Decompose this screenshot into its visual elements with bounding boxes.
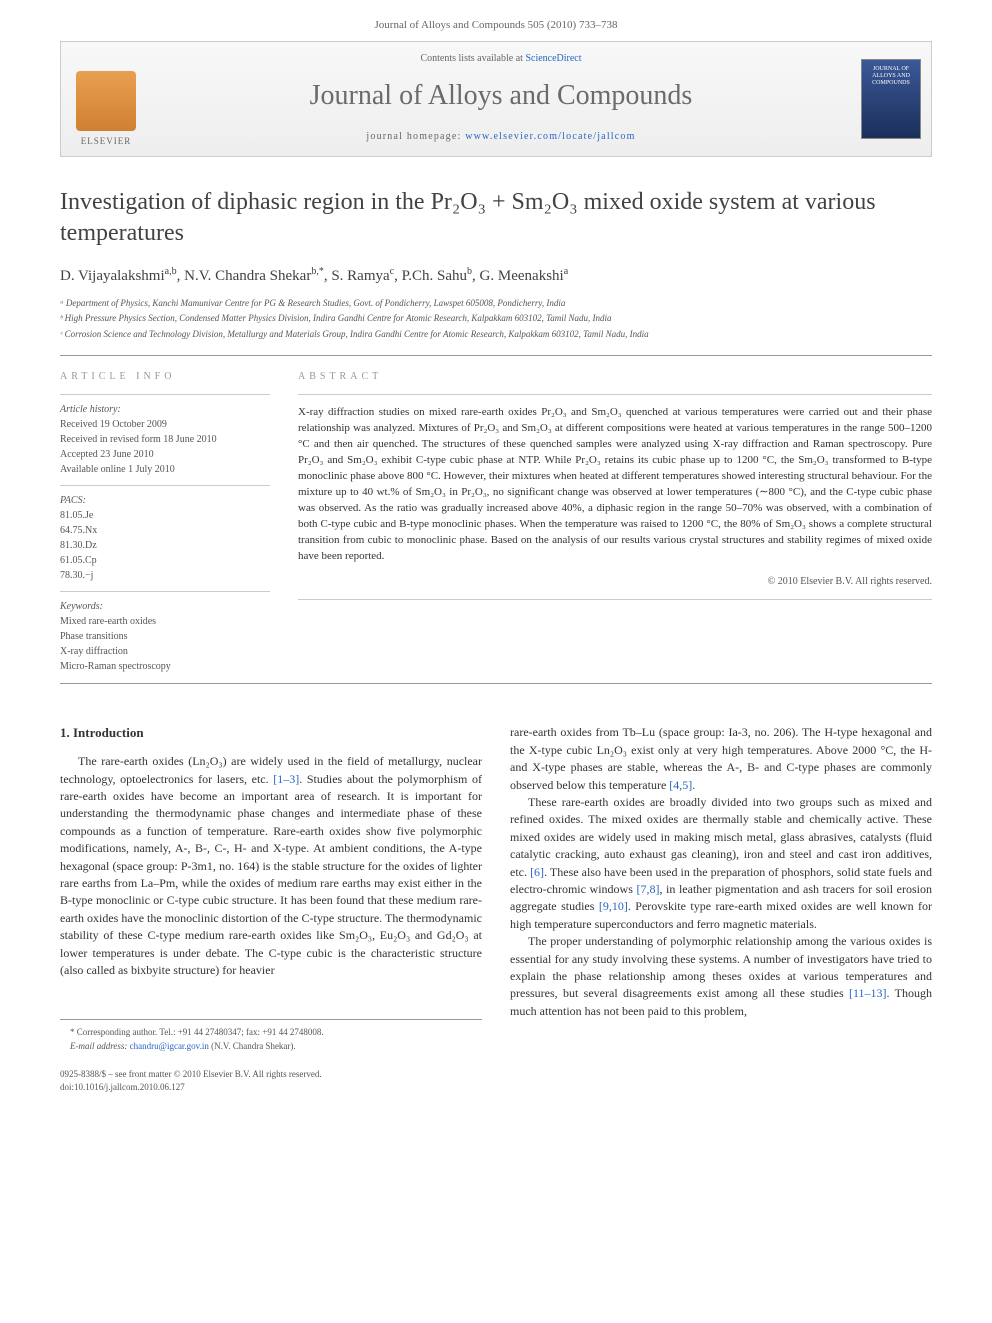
divider bbox=[60, 591, 270, 592]
body-paragraph: These rare-earth oxides are broadly divi… bbox=[510, 794, 932, 933]
pacs-label: PACS: bbox=[60, 494, 270, 508]
pacs-item: 78.30.−j bbox=[60, 569, 270, 583]
history-item: Received in revised form 18 June 2010 bbox=[60, 433, 270, 447]
abstract-column: ABSTRACT X-ray diffraction studies on mi… bbox=[298, 370, 932, 675]
body-paragraph: The rare-earth oxides (Ln₂O₃) are widely… bbox=[60, 753, 482, 979]
elsevier-tree-icon bbox=[76, 71, 136, 131]
citation-link[interactable]: [11–13] bbox=[849, 986, 887, 1000]
divider bbox=[60, 355, 932, 356]
running-header: Journal of Alloys and Compounds 505 (201… bbox=[0, 0, 992, 41]
abstract-heading: ABSTRACT bbox=[298, 370, 932, 384]
body-paragraph: rare-earth oxides from Tb–Lu (space grou… bbox=[510, 724, 932, 794]
divider bbox=[298, 599, 932, 600]
article-title: Investigation of diphasic region in the … bbox=[60, 187, 932, 249]
keyword-item: Mixed rare-earth oxides bbox=[60, 615, 270, 629]
affiliation: ᶜ Corrosion Science and Technology Divis… bbox=[60, 328, 932, 342]
email-link[interactable]: chandru@igcar.gov.in bbox=[130, 1041, 209, 1051]
corresponding_author_line: * Corresponding author. Tel.: +91 44 274… bbox=[60, 1026, 482, 1039]
doi-line: doi:10.1016/j.jallcom.2010.06.127 bbox=[60, 1081, 322, 1094]
cover-block: JOURNAL OF ALLOYS AND COMPOUNDS bbox=[851, 42, 931, 155]
pacs-item: 64.75.Nx bbox=[60, 524, 270, 538]
pacs-item: 81.05.Je bbox=[60, 509, 270, 523]
keyword-item: X-ray diffraction bbox=[60, 645, 270, 659]
body-column-right: rare-earth oxides from Tb–Lu (space grou… bbox=[510, 724, 932, 1054]
history-item: Available online 1 July 2010 bbox=[60, 463, 270, 477]
issn-line: 0925-8388/$ – see front matter © 2010 El… bbox=[60, 1068, 322, 1081]
abstract-copyright: © 2010 Elsevier B.V. All rights reserved… bbox=[298, 575, 932, 589]
journal-name: Journal of Alloys and Compounds bbox=[151, 76, 851, 115]
info-abstract-row: ARTICLE INFO Article history: Received 1… bbox=[60, 370, 932, 675]
keywords-label: Keywords: bbox=[60, 600, 270, 614]
divider bbox=[60, 683, 932, 684]
divider bbox=[60, 485, 270, 486]
footnote-block: * Corresponding author. Tel.: +91 44 274… bbox=[60, 1019, 482, 1053]
banner-center: Contents lists available at ScienceDirec… bbox=[151, 42, 851, 155]
history-item: Received 19 October 2009 bbox=[60, 418, 270, 432]
article-info-column: ARTICLE INFO Article history: Received 1… bbox=[60, 370, 270, 675]
publisher-label: ELSEVIER bbox=[81, 135, 132, 148]
pacs-item: 81.30.Dz bbox=[60, 539, 270, 553]
contents-line: Contents lists available at ScienceDirec… bbox=[151, 52, 851, 66]
journal-banner: ELSEVIER Contents lists available at Sci… bbox=[60, 41, 932, 156]
sciencedirect-link[interactable]: ScienceDirect bbox=[525, 53, 581, 64]
citation-text: Journal of Alloys and Compounds 505 (201… bbox=[375, 19, 618, 31]
pacs-item: 61.05.Cp bbox=[60, 554, 270, 568]
keyword-item: Phase transitions bbox=[60, 630, 270, 644]
keyword-item: Micro-Raman spectroscopy bbox=[60, 660, 270, 674]
affiliation: ᵃ Department of Physics, Kanchi Mamuniva… bbox=[60, 297, 932, 311]
homepage-line: journal homepage: www.elsevier.com/locat… bbox=[151, 130, 851, 144]
body-paragraph: The proper understanding of polymorphic … bbox=[510, 933, 932, 1020]
history-label: Article history: bbox=[60, 403, 270, 417]
journal-cover-icon: JOURNAL OF ALLOYS AND COMPOUNDS bbox=[861, 59, 921, 139]
divider bbox=[60, 394, 270, 395]
abstract-text: X-ray diffraction studies on mixed rare-… bbox=[298, 405, 932, 564]
footer-left: 0925-8388/$ – see front matter © 2010 El… bbox=[60, 1068, 322, 1093]
publisher-block: ELSEVIER bbox=[61, 42, 151, 155]
affiliation: ᵇ High Pressure Physics Section, Condens… bbox=[60, 312, 932, 326]
email-line: E-mail address: chandru@igcar.gov.in (N.… bbox=[60, 1040, 482, 1053]
affiliations-block: ᵃ Department of Physics, Kanchi Mamuniva… bbox=[0, 297, 992, 342]
body-columns: 1. Introduction The rare-earth oxides (L… bbox=[60, 724, 932, 1054]
article-info-heading: ARTICLE INFO bbox=[60, 370, 270, 384]
citation-link[interactable]: [1–3] bbox=[273, 772, 299, 786]
body-column-left: 1. Introduction The rare-earth oxides (L… bbox=[60, 724, 482, 1054]
citation-link[interactable]: [4,5] bbox=[669, 778, 692, 792]
history-item: Accepted 23 June 2010 bbox=[60, 448, 270, 462]
citation-link[interactable]: [9,10] bbox=[599, 899, 628, 913]
page-footer: 0925-8388/$ – see front matter © 2010 El… bbox=[60, 1068, 932, 1093]
divider bbox=[298, 394, 932, 395]
citation-link[interactable]: [6] bbox=[530, 865, 544, 879]
section-heading: 1. Introduction bbox=[60, 724, 482, 743]
authors-line: D. Vijayalakshmia,b, N.V. Chandra Shekar… bbox=[60, 265, 932, 287]
homepage-link[interactable]: www.elsevier.com/locate/jallcom bbox=[465, 131, 635, 142]
citation-link[interactable]: [7,8] bbox=[636, 882, 659, 896]
